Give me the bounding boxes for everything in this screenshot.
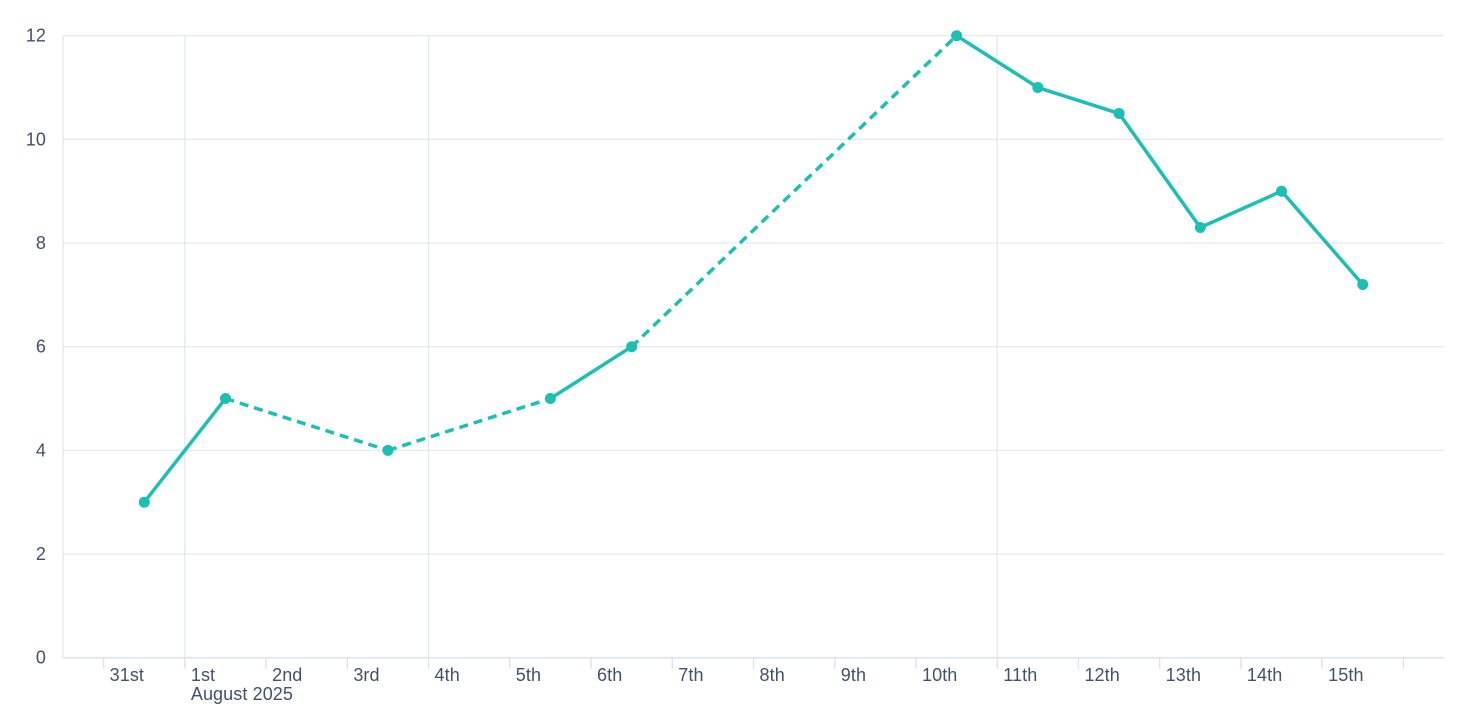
y-tick-label: 10: [26, 129, 46, 149]
x-tick-label: 2nd: [272, 665, 302, 685]
x-tick-label: 15th: [1328, 665, 1363, 685]
data-point[interactable]: [382, 444, 394, 456]
line-segment-dashed: [630, 34, 958, 348]
x-tick-label: 11th: [1003, 665, 1037, 685]
data-point[interactable]: [219, 393, 231, 405]
line-segment-solid: [548, 344, 634, 401]
x-tick-label: 1st: [191, 665, 215, 685]
line-segment-solid: [1036, 85, 1121, 116]
x-axis-labels: 31st 1st 2nd 3rd 4th 5th 6th 7th 8th 9th 10th 11th 1…: [110, 665, 1364, 704]
y-tick-label: 2: [36, 544, 46, 564]
x-tick-label: 31st: [110, 665, 144, 685]
line-segment-dashed: [387, 396, 551, 453]
x-tick-label: 13th: [1166, 665, 1201, 685]
x-tick-label: 4th: [435, 665, 460, 685]
y-tick-label: 12: [26, 26, 46, 46]
x-tick-label: 14th: [1247, 665, 1282, 685]
data-point[interactable]: [1032, 82, 1044, 94]
x-tick-label: 7th: [678, 665, 703, 685]
data-point[interactable]: [951, 30, 963, 42]
y-axis-labels: 0 2 4 6 8 10 12: [26, 26, 46, 668]
horizontal-gridlines: [63, 35, 1444, 659]
data-point[interactable]: [1276, 185, 1288, 197]
vertical-gridlines: [184, 35, 998, 658]
data-point[interactable]: [1357, 279, 1369, 290]
data-point[interactable]: [138, 496, 150, 508]
y-tick-label: 6: [36, 337, 46, 357]
y-tick-label: 4: [36, 440, 46, 460]
month-label: August 2025: [191, 684, 293, 704]
series-points: [138, 30, 1369, 508]
line-segment-solid: [954, 33, 1040, 90]
x-tick-label: 12th: [1084, 665, 1119, 685]
data-point[interactable]: [544, 393, 556, 405]
y-tick-label: 8: [36, 233, 46, 253]
y-tick-label: 0: [36, 648, 46, 668]
data-point[interactable]: [1113, 107, 1125, 119]
x-tick-label: 10th: [922, 665, 957, 685]
x-tick-label: 5th: [516, 665, 541, 685]
line-segment-dashed: [224, 396, 389, 453]
line-segment-solid: [1279, 189, 1365, 287]
x-tick-label: 9th: [841, 665, 866, 685]
x-axis-tick-marks: [102, 657, 1405, 669]
x-tick-label: 6th: [597, 665, 622, 685]
line-segment-solid: [142, 396, 228, 504]
x-tick-label: 3rd: [353, 665, 379, 685]
series-line: [142, 33, 1365, 504]
line-segment-solid: [1198, 189, 1284, 230]
line-segment-solid: [1117, 111, 1203, 230]
data-point[interactable]: [626, 341, 638, 353]
x-tick-label: 8th: [760, 665, 785, 685]
data-point[interactable]: [1194, 221, 1206, 233]
